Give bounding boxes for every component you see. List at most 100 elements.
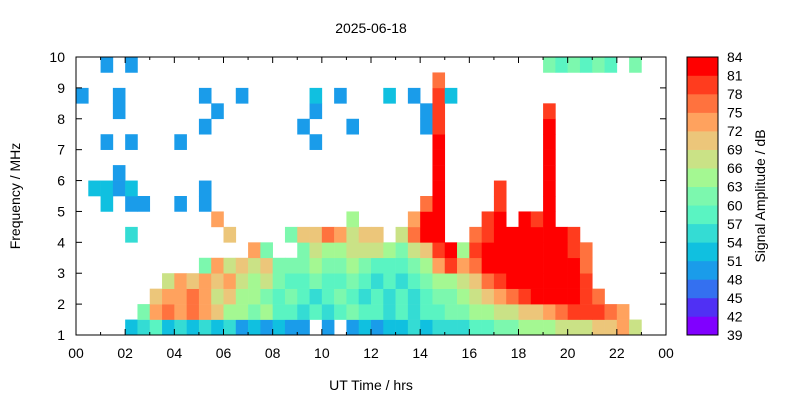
heat-cell [186, 288, 200, 305]
heat-cell [100, 57, 114, 73]
colorbar-swatch [687, 242, 718, 262]
heat-cell [493, 319, 507, 336]
heat-cell [592, 57, 605, 73]
heat-cell [493, 226, 507, 243]
heat-cell [420, 196, 433, 212]
heat-cell [543, 242, 556, 259]
colorbar-swatch [687, 316, 718, 336]
heat-cell [198, 180, 212, 197]
heat-cell [309, 288, 323, 305]
heat-cell [592, 288, 605, 305]
heat-cell [309, 304, 323, 320]
heat-cell [530, 257, 544, 274]
colorbar-tick-label: 45 [727, 290, 743, 306]
heat-cell [284, 226, 298, 243]
heat-cell [493, 273, 507, 289]
heat-cell [420, 242, 433, 259]
heat-cell [321, 288, 335, 305]
heat-cell [432, 273, 446, 289]
colorbar-swatch [687, 260, 718, 280]
heat-cell [567, 319, 581, 336]
heat-cell [432, 257, 446, 274]
heat-cell [137, 304, 151, 320]
heat-cell [346, 226, 360, 243]
heat-cell [321, 226, 335, 243]
heat-cell [137, 196, 151, 212]
heat-cell [543, 118, 556, 135]
heat-cell [198, 273, 212, 289]
heat-cell [543, 319, 556, 336]
heat-cell [284, 288, 298, 305]
heat-cell [112, 103, 126, 120]
heat-cell [174, 288, 187, 305]
colorbar-swatch [687, 94, 718, 113]
heat-cell [506, 304, 519, 320]
heat-cell [223, 304, 237, 320]
x-tick-label: 06 [216, 345, 232, 361]
heat-cell [125, 196, 138, 212]
heat-cell [383, 304, 396, 320]
heat-cell [272, 257, 286, 274]
heat-cell [223, 257, 237, 274]
heat-cell [444, 87, 458, 104]
heat-cell [579, 242, 593, 259]
heat-cell [432, 103, 446, 120]
heat-cell [297, 257, 310, 274]
heat-cell [309, 242, 323, 259]
heat-cell [543, 180, 556, 197]
colorbar-tick-label: 66 [727, 160, 743, 176]
heat-cell [420, 118, 433, 135]
colorbar-swatch [687, 279, 718, 299]
y-tick-label: 7 [57, 142, 65, 158]
heat-cell [395, 257, 409, 274]
heat-cell [162, 304, 175, 320]
heat-cell [457, 304, 470, 320]
colorbar-tick-label: 48 [727, 271, 743, 287]
heat-cell [629, 319, 642, 336]
heat-cell [444, 319, 458, 336]
heat-cell [309, 87, 323, 104]
colorbar: 39 42 45 48 51 54 57 60 63 66 69 72 75 78 81 84 [686, 49, 743, 343]
heat-cell [420, 319, 433, 336]
heat-cell [493, 242, 507, 259]
heat-cell [444, 288, 458, 305]
heat-cell [198, 118, 212, 135]
colorbar-tick-label: 63 [727, 179, 743, 195]
heat-cell [629, 57, 642, 73]
heat-cell [186, 273, 200, 289]
heat-cell [371, 273, 384, 289]
heat-cell [506, 288, 519, 305]
heat-cell [321, 304, 335, 320]
heat-cell [211, 319, 224, 336]
heat-cell [174, 273, 187, 289]
heat-cell [506, 242, 519, 259]
heat-cell [334, 288, 347, 305]
heat-cell [543, 134, 556, 150]
heat-cell [567, 242, 581, 259]
heat-cell [198, 319, 212, 336]
heat-cell [518, 273, 532, 289]
x-tick-label: 10 [314, 345, 330, 361]
heat-cell [604, 304, 618, 320]
colorbar-tick-label: 84 [727, 49, 743, 65]
heat-cell [604, 57, 618, 73]
heat-cell [543, 57, 556, 73]
heat-cell [432, 118, 446, 135]
colorbar-swatch [687, 112, 718, 132]
heat-cell [457, 273, 470, 289]
heat-cell [346, 118, 360, 135]
heat-cell [371, 242, 384, 259]
heat-cell [309, 226, 323, 243]
heat-cell [125, 226, 138, 243]
heat-cell [506, 319, 519, 336]
heat-cell [198, 288, 212, 305]
heat-cell [125, 134, 138, 150]
colorbar-tick-label: 78 [727, 86, 743, 102]
heat-cell [420, 288, 433, 305]
heat-cell [321, 273, 335, 289]
heat-cell [297, 319, 310, 336]
heat-cell [395, 242, 409, 259]
heat-cell [555, 273, 568, 289]
heat-cell [407, 257, 421, 274]
heat-cell [555, 288, 568, 305]
